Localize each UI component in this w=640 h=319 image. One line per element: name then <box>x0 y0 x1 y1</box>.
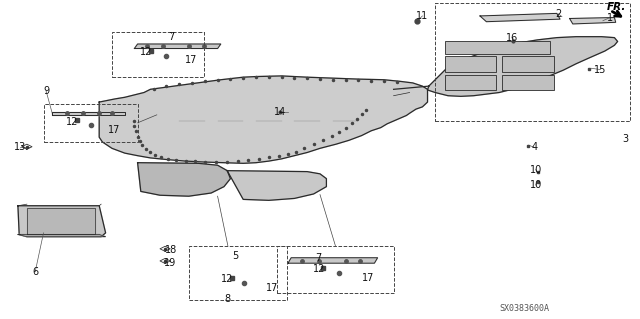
Text: 16: 16 <box>506 33 518 43</box>
Polygon shape <box>288 258 378 263</box>
Text: SX0383600A: SX0383600A <box>500 304 550 313</box>
Polygon shape <box>480 13 560 22</box>
Bar <box>445 56 496 72</box>
Text: 14: 14 <box>274 107 287 117</box>
Polygon shape <box>227 171 326 200</box>
Polygon shape <box>18 206 106 237</box>
Text: 12: 12 <box>65 117 78 127</box>
Bar <box>445 41 550 54</box>
Polygon shape <box>52 112 125 115</box>
Text: 17: 17 <box>362 273 374 283</box>
Bar <box>277 246 394 293</box>
Text: 9: 9 <box>43 86 49 96</box>
Text: 8: 8 <box>225 294 231 304</box>
Text: 11: 11 <box>416 11 429 21</box>
Text: 1: 1 <box>607 12 613 23</box>
Polygon shape <box>99 76 428 163</box>
Polygon shape <box>27 208 95 234</box>
Text: 2: 2 <box>555 9 561 19</box>
Bar <box>435 3 630 121</box>
Text: 18: 18 <box>165 245 178 256</box>
Bar <box>502 56 554 72</box>
Bar <box>112 32 204 77</box>
Text: 7: 7 <box>168 32 174 42</box>
Text: 10: 10 <box>529 180 542 190</box>
Bar <box>189 246 287 300</box>
Text: 13: 13 <box>14 142 27 152</box>
Polygon shape <box>18 234 106 237</box>
Text: 4: 4 <box>531 142 538 152</box>
Text: 3: 3 <box>622 134 628 144</box>
Bar <box>445 75 496 90</box>
Text: 12: 12 <box>312 263 325 274</box>
Text: 12: 12 <box>221 274 234 284</box>
Text: 7: 7 <box>316 253 322 263</box>
Text: 17: 17 <box>266 283 278 293</box>
Polygon shape <box>570 18 616 24</box>
Bar <box>44 104 138 142</box>
Polygon shape <box>138 163 230 196</box>
Text: FR.: FR. <box>607 2 626 11</box>
Text: 17: 17 <box>108 125 120 135</box>
Text: 5: 5 <box>232 251 239 261</box>
Text: 6: 6 <box>32 267 38 277</box>
Text: 19: 19 <box>163 258 176 268</box>
Bar <box>502 75 554 90</box>
Text: 17: 17 <box>184 55 197 65</box>
Text: 15: 15 <box>594 64 607 75</box>
Polygon shape <box>134 44 221 48</box>
Text: 10: 10 <box>529 165 542 175</box>
Polygon shape <box>428 37 618 96</box>
Text: 12: 12 <box>140 47 152 57</box>
